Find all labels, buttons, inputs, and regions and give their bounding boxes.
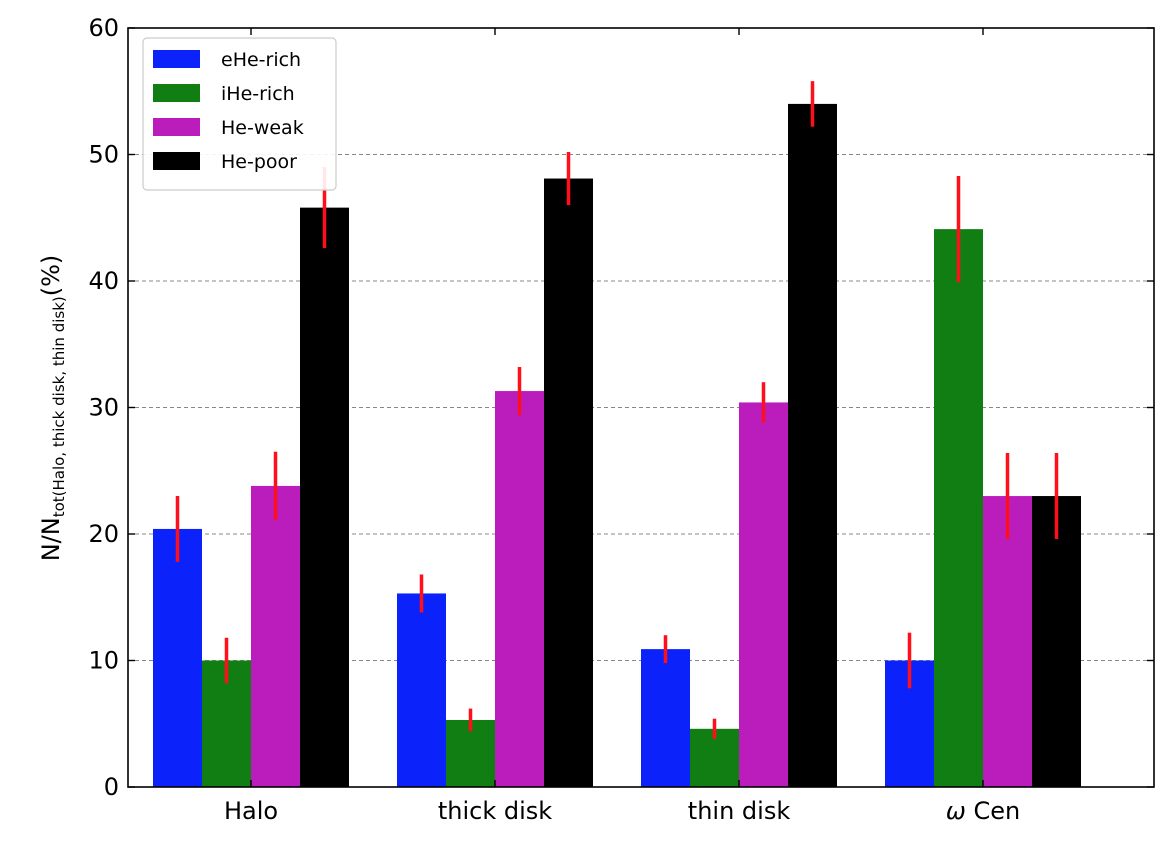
x-tick-label: ω Cen [946, 797, 1020, 825]
axis-ticks: 0 10 20 30 40 50 60 Halo thick disk thin disk ω Ce… [88, 14, 1154, 825]
legend-label: eHe-rich [221, 49, 301, 71]
bar [788, 103, 837, 787]
y-tick-label: 60 [88, 14, 119, 42]
legend-label: He-poor [221, 151, 297, 173]
legend-swatch [153, 118, 200, 136]
bar [153, 528, 202, 787]
bar [739, 402, 788, 787]
legend-swatch [153, 50, 200, 68]
y-tick-label: 20 [88, 520, 119, 548]
y-tick-label: 10 [88, 647, 119, 675]
bar [641, 649, 690, 787]
x-tick-label: thick disk [438, 797, 552, 825]
bar [1032, 496, 1081, 787]
y-tick-label: 50 [88, 141, 119, 169]
x-tick-label: thin disk [688, 797, 791, 825]
legend-label: iHe-rich [221, 83, 295, 105]
bar [397, 593, 446, 787]
y-axis-label: N/Ntot(Halo, thick disk, thin disk)(%) [37, 255, 68, 562]
bar [300, 207, 349, 787]
error-bars [175, 81, 1059, 739]
legend-swatch [153, 84, 200, 102]
bar [495, 391, 544, 787]
bar [983, 496, 1032, 787]
bar [544, 178, 593, 787]
bar [934, 229, 983, 787]
bars [153, 103, 1081, 787]
y-tick-label: 30 [88, 394, 119, 422]
bar [251, 485, 300, 787]
legend: eHe-rich iHe-rich He-weak He-poor [142, 37, 337, 191]
y-tick-label: 40 [88, 267, 119, 295]
legend-swatch [153, 152, 200, 170]
y-tick-label: 0 [104, 773, 119, 801]
legend-label: He-weak [221, 117, 304, 139]
x-tick-label: Halo [224, 797, 278, 825]
